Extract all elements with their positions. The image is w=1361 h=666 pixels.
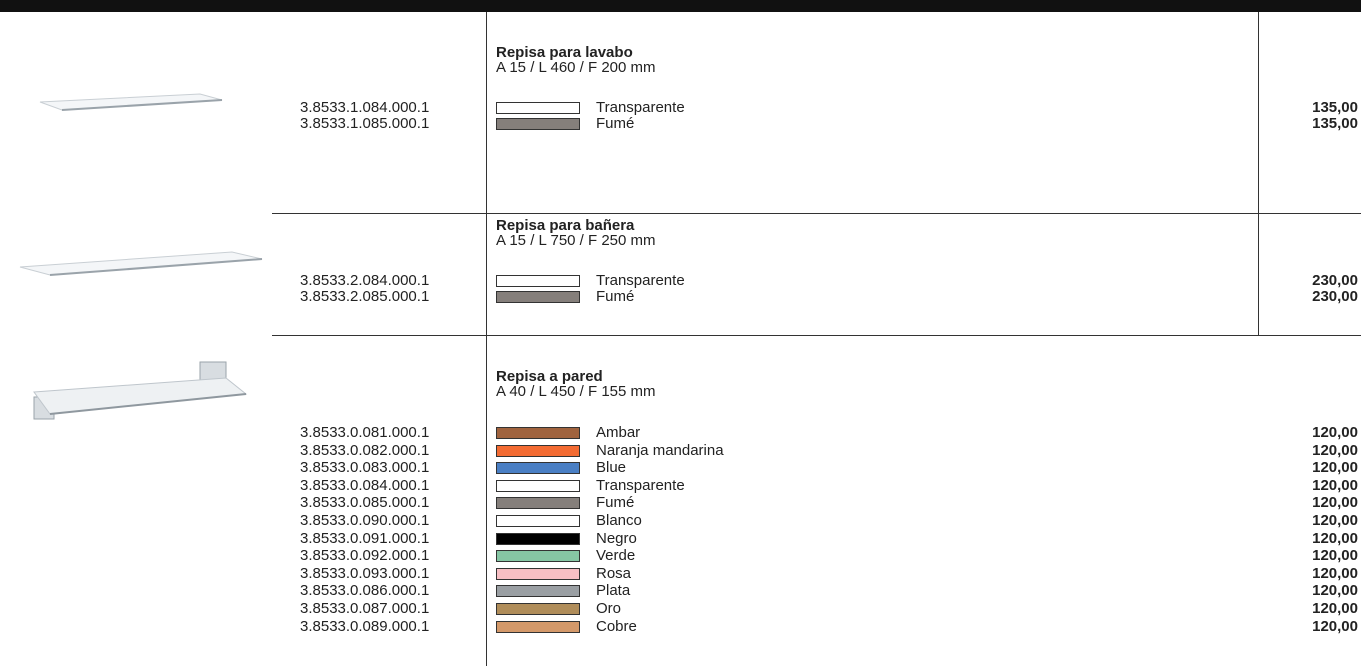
product-code: 3.8533.1.085.000.1: [300, 115, 430, 132]
price: 120,00: [1312, 582, 1358, 600]
price: 120,00: [1312, 529, 1358, 547]
price: 230,00: [1312, 288, 1358, 305]
product-code: 3.8533.0.085.000.1: [300, 494, 430, 512]
product-code: 3.8533.0.091.000.1: [300, 529, 430, 547]
finish-name: Fumé: [596, 494, 635, 512]
column-divider: [1258, 12, 1259, 335]
color-swatch: [496, 118, 580, 130]
product-images: [19, 93, 263, 420]
column-divider: [486, 12, 487, 666]
product-code: 3.8533.1.084.000.1: [300, 99, 430, 116]
price: 135,00: [1312, 115, 1358, 132]
finish-name: Plata: [596, 582, 631, 600]
price: 120,00: [1312, 512, 1358, 529]
price: 120,00: [1312, 441, 1358, 459]
color-swatch: [496, 427, 580, 439]
row-divider: [272, 213, 1361, 214]
product-dimensions: A 15 / L 750 / F 250 mm: [496, 232, 656, 249]
finish-name: Ambar: [596, 424, 641, 441]
finish-name: Cobre: [596, 617, 637, 635]
product-code: 3.8533.0.081.000.1: [300, 424, 430, 441]
finish-name: Verde: [596, 547, 636, 565]
finish-name: Transparente: [596, 99, 685, 116]
price: 120,00: [1312, 494, 1358, 512]
shelf-image: [19, 251, 263, 276]
product-code: 3.8533.0.090.000.1: [300, 512, 430, 529]
finish-name: Fumé: [596, 288, 635, 305]
price: 120,00: [1312, 600, 1358, 617]
price: 120,00: [1312, 617, 1358, 635]
color-swatch: [496, 102, 580, 114]
color-swatch: [496, 550, 580, 563]
color-swatch: [496, 291, 580, 303]
product-code: 3.8533.0.087.000.1: [300, 600, 430, 617]
product-code: 3.8533.0.084.000.1: [300, 476, 430, 494]
shelf-image: [33, 361, 248, 420]
finish-name: Rosa: [596, 564, 632, 582]
price: 120,00: [1312, 476, 1358, 494]
product-dimensions: A 15 / L 460 / F 200 mm: [496, 59, 656, 76]
finish-name: Transparente: [596, 476, 685, 494]
price: 230,00: [1312, 272, 1358, 289]
product-code: 3.8533.0.082.000.1: [300, 441, 430, 459]
product-code: 3.8533.2.084.000.1: [300, 272, 430, 289]
color-swatch: [496, 585, 580, 598]
color-swatch: [496, 497, 580, 510]
product-code: 3.8533.0.089.000.1: [300, 617, 430, 635]
product-code: 3.8533.0.093.000.1: [300, 564, 430, 582]
color-swatch: [496, 479, 580, 492]
finish-name: Blanco: [596, 512, 642, 529]
finish-name: Fumé: [596, 115, 635, 132]
price: 120,00: [1312, 424, 1358, 441]
price: 135,00: [1312, 99, 1358, 116]
finish-name: Transparente: [596, 272, 685, 289]
row-divider: [272, 335, 1361, 336]
color-swatch: [496, 532, 580, 545]
shelf-image: [39, 93, 223, 111]
color-swatch: [496, 620, 580, 633]
finish-name: Oro: [596, 600, 622, 617]
product-title: Repisa para bañera: [496, 217, 635, 234]
product-code: 3.8533.2.085.000.1: [300, 288, 430, 305]
product-code: 3.8533.0.083.000.1: [300, 459, 430, 477]
product-code: 3.8533.0.092.000.1: [300, 547, 430, 565]
finish-name: Blue: [596, 459, 627, 477]
color-swatch: [496, 567, 580, 580]
product-code: 3.8533.0.086.000.1: [300, 582, 430, 600]
color-swatch: [496, 444, 580, 457]
price: 120,00: [1312, 459, 1358, 477]
color-swatch: [496, 603, 580, 615]
color-swatch: [496, 275, 580, 287]
product-title: Repisa para lavabo: [496, 44, 633, 61]
color-swatch: [496, 515, 580, 527]
price: 120,00: [1312, 547, 1358, 565]
product-dimensions: A 40 / L 450 / F 155 mm: [496, 383, 656, 400]
finish-name: Naranja mandarina: [596, 441, 724, 459]
product-title: Repisa a pared: [496, 368, 603, 385]
top-bar: [0, 0, 1361, 12]
finish-name: Negro: [596, 529, 637, 547]
price: 120,00: [1312, 564, 1358, 582]
color-swatch: [496, 462, 580, 475]
